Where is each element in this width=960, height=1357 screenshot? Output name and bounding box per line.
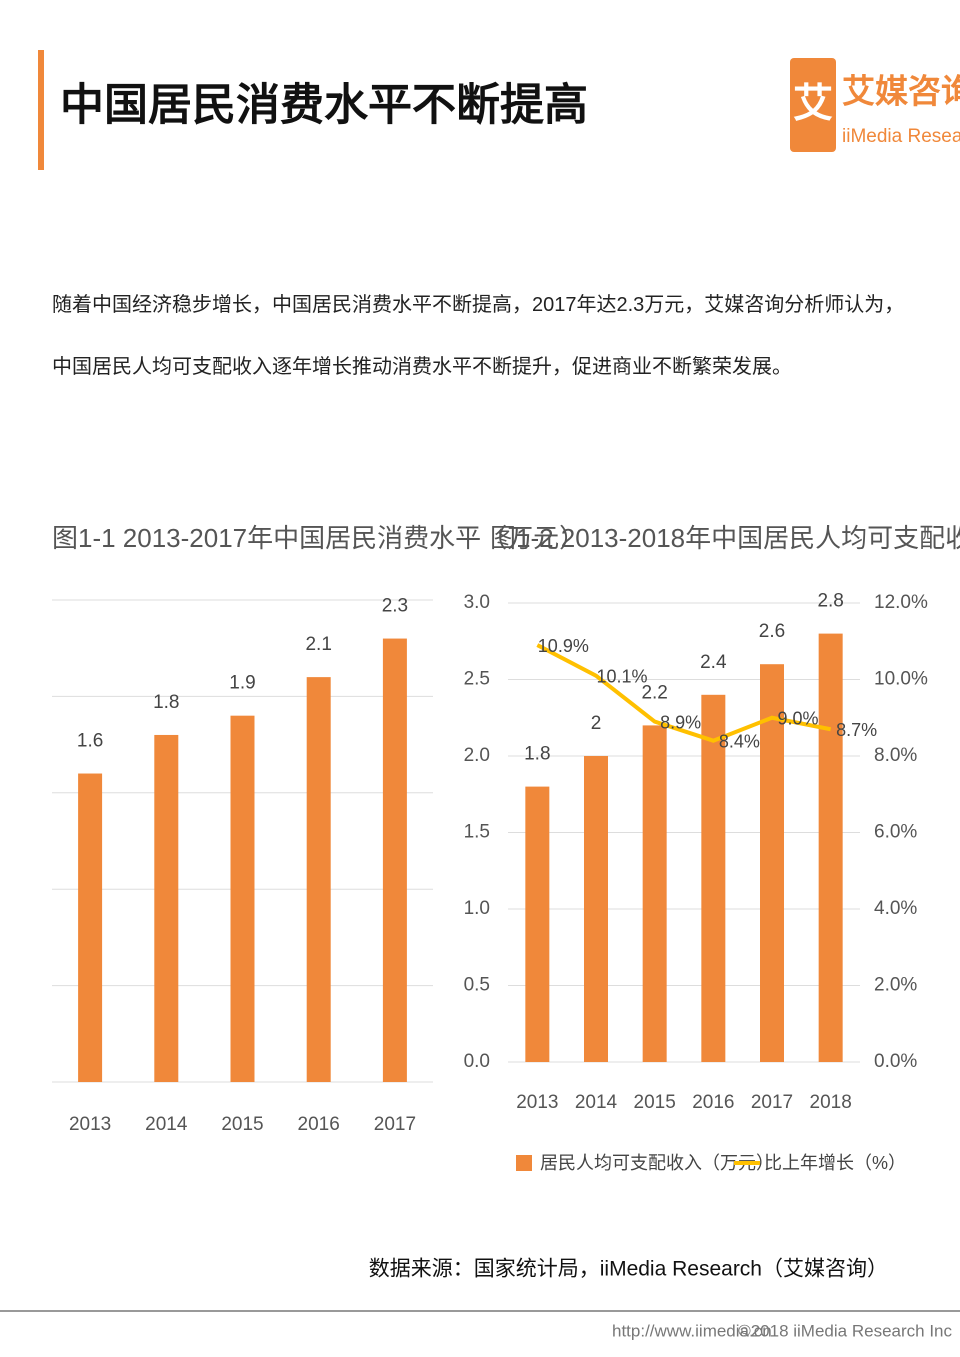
- x-tick-label: 2013: [69, 1114, 111, 1135]
- data-label: 2.3: [382, 596, 408, 617]
- line-label: 8.9%: [660, 712, 701, 732]
- title-accent: [38, 50, 44, 170]
- paragraph: 随着中国经济稳步增长，中国居民消费水平不断提高，2017年达2.3万元，艾媒咨询…: [52, 294, 905, 378]
- data-label: 2.8: [817, 591, 843, 612]
- line-label: 9.0%: [777, 709, 818, 729]
- x-tick-label: 2016: [298, 1114, 340, 1135]
- line-label: 8.7%: [836, 720, 877, 740]
- page-title: 中国居民消费水平不断提高: [60, 81, 588, 130]
- x-tick-label: 2017: [374, 1114, 416, 1135]
- x-tick-label: 2015: [221, 1114, 263, 1135]
- logo-box: [790, 58, 836, 152]
- x-tick-label: 2016: [692, 1092, 734, 1113]
- line-label: 10.1%: [596, 666, 647, 686]
- logo-mark: 艾: [793, 82, 833, 126]
- y2-tick-label: 12.0%: [874, 592, 928, 613]
- bar: [230, 715, 255, 1082]
- x-tick-label: 2014: [575, 1092, 618, 1113]
- legend-label: 居民人均可支配收入（万元）: [540, 1153, 774, 1173]
- x-tick-label: 2013: [516, 1092, 558, 1113]
- y-tick-label: 3.0: [464, 592, 490, 613]
- bar: [154, 734, 179, 1082]
- data-label: 1.6: [77, 731, 103, 752]
- y-tick-label: 2.5: [464, 669, 490, 690]
- data-label: 2.6: [759, 621, 785, 642]
- data-label: 2: [591, 713, 602, 734]
- x-tick-label: 2015: [634, 1092, 676, 1113]
- line-label: 8.4%: [719, 731, 760, 751]
- y-tick-label: 0.5: [464, 975, 490, 996]
- y2-tick-label: 8.0%: [874, 745, 917, 766]
- y-tick-label: 1.0: [464, 898, 490, 919]
- legend-marker: [516, 1155, 532, 1171]
- y2-tick-label: 0.0%: [874, 1051, 917, 1072]
- y2-tick-label: 6.0%: [874, 822, 917, 843]
- logo-sub: iiMedia Research: [842, 126, 960, 147]
- y2-tick-label: 4.0%: [874, 898, 917, 919]
- source: 数据来源：国家统计局，iiMedia Research（艾媒咨询）: [369, 1258, 888, 1281]
- y-tick-label: 0.0: [464, 1051, 490, 1072]
- bar: [818, 633, 843, 1062]
- chart-title: 图1-1 2013-2017年中国居民消费水平（万元）: [52, 523, 585, 553]
- data-label: 2.2: [641, 682, 667, 703]
- logo-name: 艾媒咨询: [842, 73, 960, 110]
- data-label: 1.8: [524, 744, 550, 765]
- data-label: 1.8: [153, 692, 179, 713]
- y-tick-label: 2.0: [464, 745, 490, 766]
- y-tick-label: 1.5: [464, 822, 490, 843]
- x-tick-label: 2017: [751, 1092, 793, 1113]
- bar: [382, 638, 407, 1082]
- line-label: 10.9%: [538, 636, 589, 656]
- data-label: 1.9: [229, 673, 255, 694]
- data-label: 2.1: [305, 634, 331, 655]
- bar: [642, 725, 667, 1062]
- chart-title: 图1-2 2013-2018年中国居民人均可支配收入情况: [490, 523, 960, 553]
- legend-label: 比上年增长（%）: [764, 1153, 906, 1173]
- bar: [760, 664, 784, 1062]
- x-tick-label: 2018: [810, 1092, 852, 1113]
- y2-tick-label: 10.0%: [874, 669, 928, 690]
- x-tick-label: 2014: [145, 1114, 188, 1135]
- footer-url: http://www.iimedia.cn: [612, 1321, 772, 1340]
- bar: [584, 756, 608, 1062]
- line: [536, 643, 832, 743]
- bar: [306, 677, 331, 1082]
- bar: [78, 773, 103, 1082]
- footer-copyright: ©2018 iiMedia Research Inc: [738, 1321, 952, 1340]
- data-label: 2.4: [700, 652, 727, 673]
- bar: [701, 694, 726, 1062]
- bar: [525, 786, 550, 1062]
- y2-tick-label: 2.0%: [874, 975, 917, 996]
